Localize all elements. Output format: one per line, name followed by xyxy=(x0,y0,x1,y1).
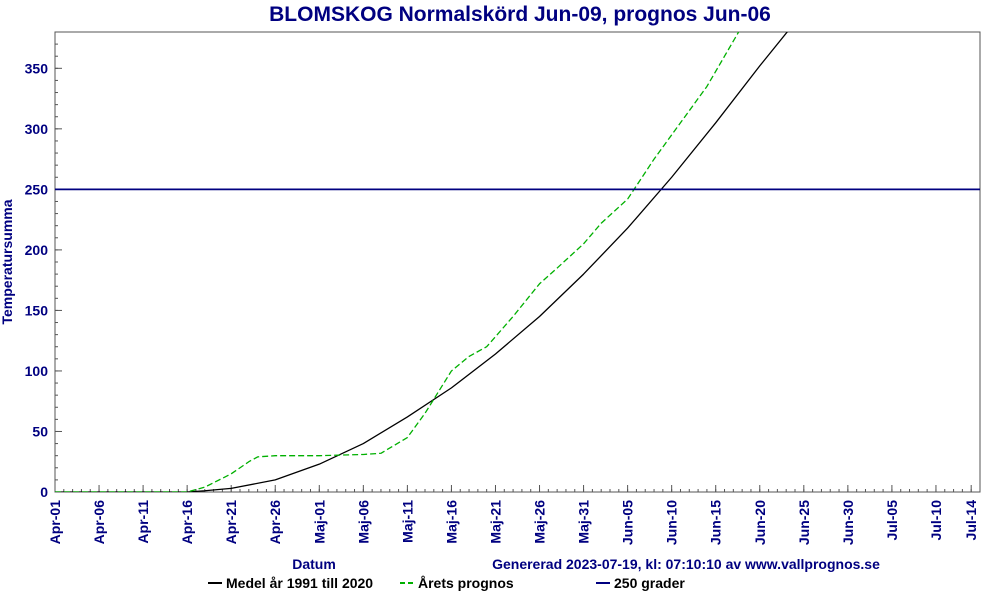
y-tick-label: 0 xyxy=(40,484,48,500)
chart-title: BLOMSKOG Normalskörd Jun-09, prognos Jun… xyxy=(269,3,771,26)
x-tick-label: Apr-21 xyxy=(223,500,239,545)
x-tick-label: Maj-11 xyxy=(399,500,415,543)
x-tick-label: Jul-14 xyxy=(963,500,979,541)
x-tick-label: Apr-16 xyxy=(179,500,195,545)
series-line-2 xyxy=(55,32,740,492)
x-tick-label: Jun-05 xyxy=(620,500,636,545)
generated-note: Genererad 2023-07-19, kl: 07:10:10 av ww… xyxy=(492,556,880,572)
x-tick-label: Maj-06 xyxy=(355,500,371,544)
x-axis: Apr-01 Apr-06 Apr-11 Apr-16 Apr-21 Apr-26 Maj-… xyxy=(47,485,981,545)
x-tick-label: Jul-10 xyxy=(928,500,944,541)
y-tick-label: 50 xyxy=(32,423,48,439)
y-axis-label: Temperatursumma xyxy=(0,199,15,324)
x-tick-label: Maj-26 xyxy=(532,500,548,544)
x-tick-label: Jun-30 xyxy=(840,500,856,545)
x-tick-label: Jun-25 xyxy=(796,500,812,545)
series-line-1 xyxy=(55,32,789,492)
x-tick-label: Jun-20 xyxy=(752,500,768,545)
x-tick-label: Maj-01 xyxy=(311,500,327,544)
legend-label-1: Medel år 1991 till 2020 xyxy=(226,575,373,591)
y-tick-label: 250 xyxy=(25,181,49,197)
legend: Medel år 1991 till 2020 Årets prognos 250 … xyxy=(208,575,685,591)
y-tick-label: 150 xyxy=(25,302,49,318)
x-tick-label: Apr-06 xyxy=(91,500,107,545)
series-layer xyxy=(55,32,980,492)
legend-label-2: Årets prognos xyxy=(418,575,514,591)
y-axis: 0 50 100 150 200 250 300 350 xyxy=(25,31,62,500)
y-tick-label: 200 xyxy=(25,242,49,258)
x-tick-label: Jun-15 xyxy=(708,500,724,545)
x-tick-label: Apr-26 xyxy=(267,500,283,545)
x-tick-label: Apr-01 xyxy=(47,500,63,545)
x-tick-label: Maj-21 xyxy=(487,500,503,544)
y-tick-label: 350 xyxy=(25,60,49,76)
plot-area xyxy=(54,31,981,493)
x-tick-label: Jun-10 xyxy=(664,500,680,545)
legend-label-3: 250 grader xyxy=(614,575,685,591)
x-tick-label: Jul-05 xyxy=(884,500,900,541)
y-tick-label: 100 xyxy=(25,363,49,379)
x-tick-label: Maj-31 xyxy=(576,500,592,544)
x-tick-label: Apr-11 xyxy=(135,500,151,544)
x-axis-label: Datum xyxy=(292,556,336,572)
x-tick-label: Maj-16 xyxy=(443,500,459,544)
y-tick-label: 300 xyxy=(25,121,49,137)
